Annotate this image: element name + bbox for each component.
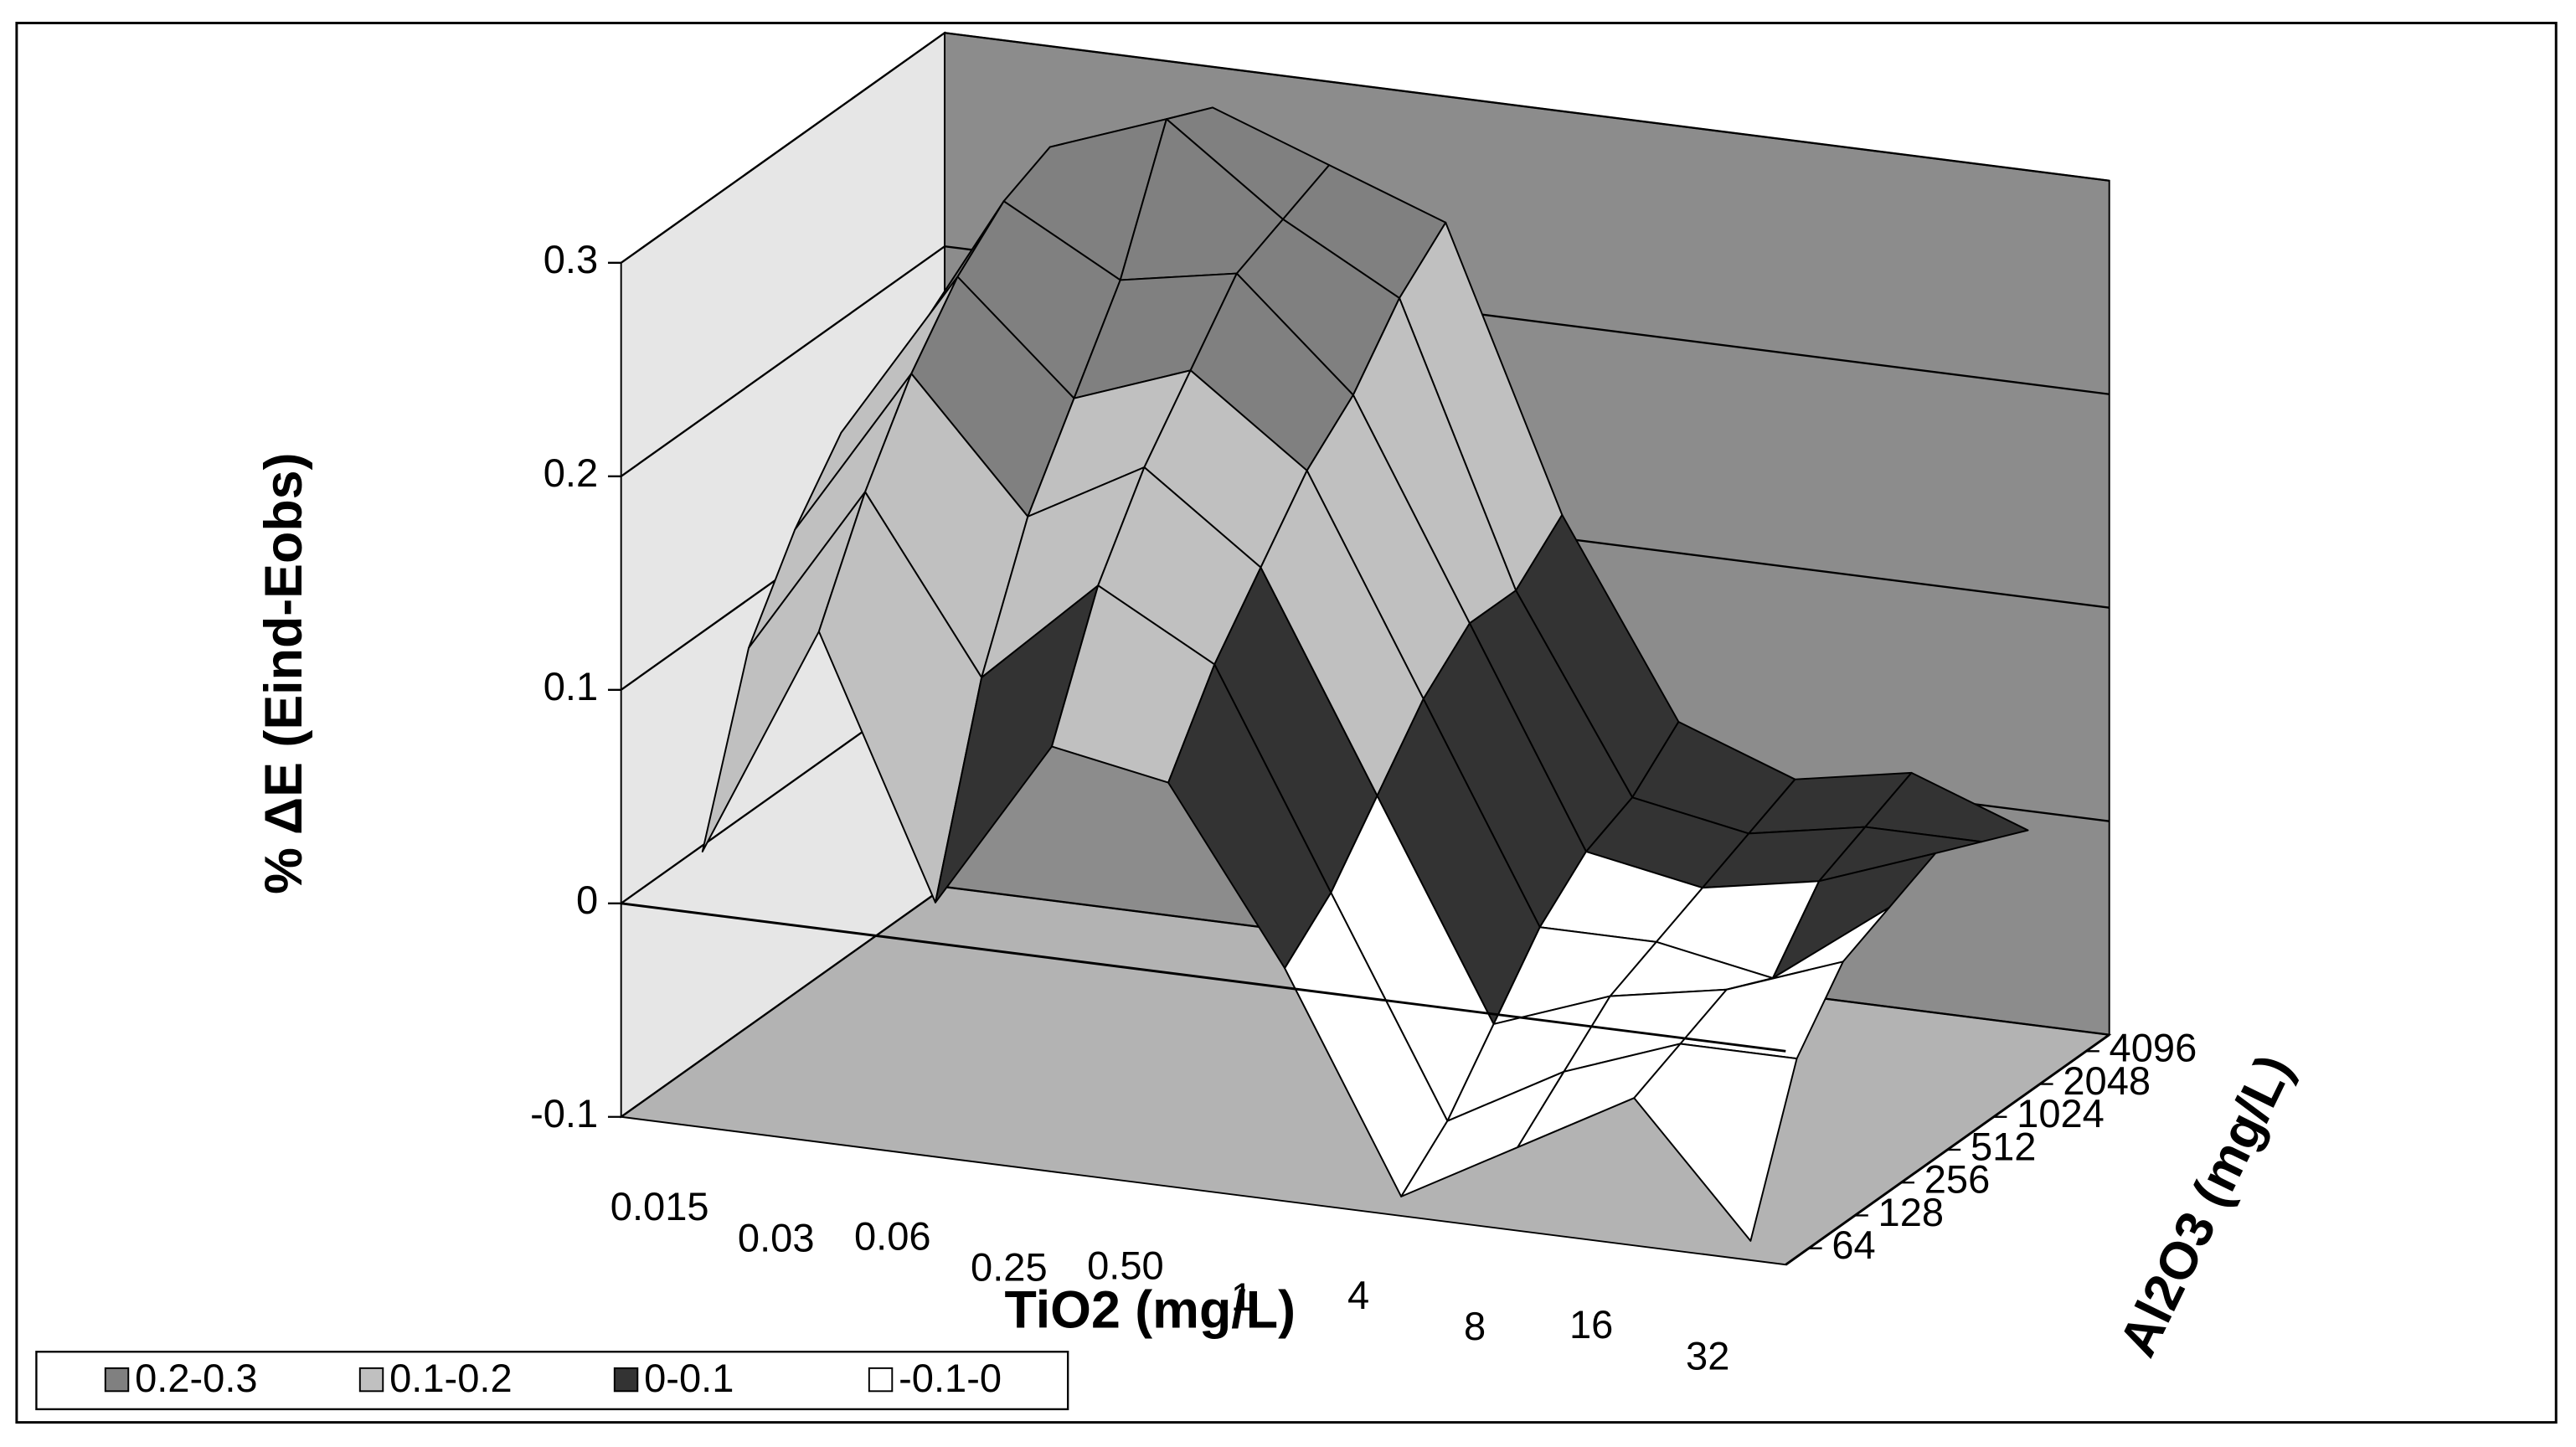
legend-label: 0.1-0.2 [389,1356,513,1400]
y-tick-label: 64 [1832,1223,1875,1267]
x-tick-label: 16 [1569,1302,1613,1347]
z-tick-label: 0.2 [544,451,598,495]
x-tick-label: 0.015 [611,1184,709,1228]
legend-swatch [358,1367,384,1393]
legend-swatch [868,1367,894,1393]
grid-line [620,245,2110,477]
x-tick-label: 1 [1231,1274,1253,1319]
x-tick-label: 8 [1464,1304,1486,1348]
legend-swatch [613,1367,639,1393]
y-tick-label: 256 [1924,1157,1991,1202]
x-tick-label: 4 [1347,1273,1369,1317]
legend-label: 0.2-0.3 [135,1356,258,1400]
legend-box [35,1351,1069,1411]
x-tick-label: 0.06 [854,1213,931,1258]
axes: -0.1 0 0.1 0.2 0.3 0.015 0.03 0.06 0.25 0.50 1 4 8 16… [530,237,2197,1377]
x-axis-title: TiO2 (mg/L) [1005,1281,1296,1340]
z-tick-label: 0.1 [544,664,598,708]
z-tick-label: 0 [576,878,598,922]
x-axis-line [621,902,1786,1053]
legend: 0.2-0.3 0.1-0.2 0-0.1 -0.1-0 [104,1356,1002,1400]
x-tick-label: 32 [1686,1334,1729,1378]
x-tick-label: 0.03 [738,1215,815,1259]
legend-label: 0-0.1 [644,1356,734,1400]
grid-line [620,32,2110,264]
surface-patch [1633,1043,1798,1242]
x-tick-label: 0.50 [1087,1244,1164,1288]
x-tick-label: 0.25 [971,1245,1048,1290]
y-tick-label: 128 [1878,1190,1945,1234]
z-axis-title: % ΔE (Eind-Eobs) [255,453,313,894]
legend-swatch [104,1367,130,1393]
z-tick-label: -0.1 [530,1091,598,1135]
y-tick-label: 2048 [2063,1058,2151,1103]
surface [701,106,2029,1242]
y-tick-label: 512 [1971,1124,2037,1168]
z-tick-label: 0.3 [544,237,598,281]
y-tick-label: 4096 [2110,1026,2197,1070]
y-tick-label: 1024 [2017,1091,2105,1135]
legend-label: -0.1-0 [899,1356,1002,1400]
